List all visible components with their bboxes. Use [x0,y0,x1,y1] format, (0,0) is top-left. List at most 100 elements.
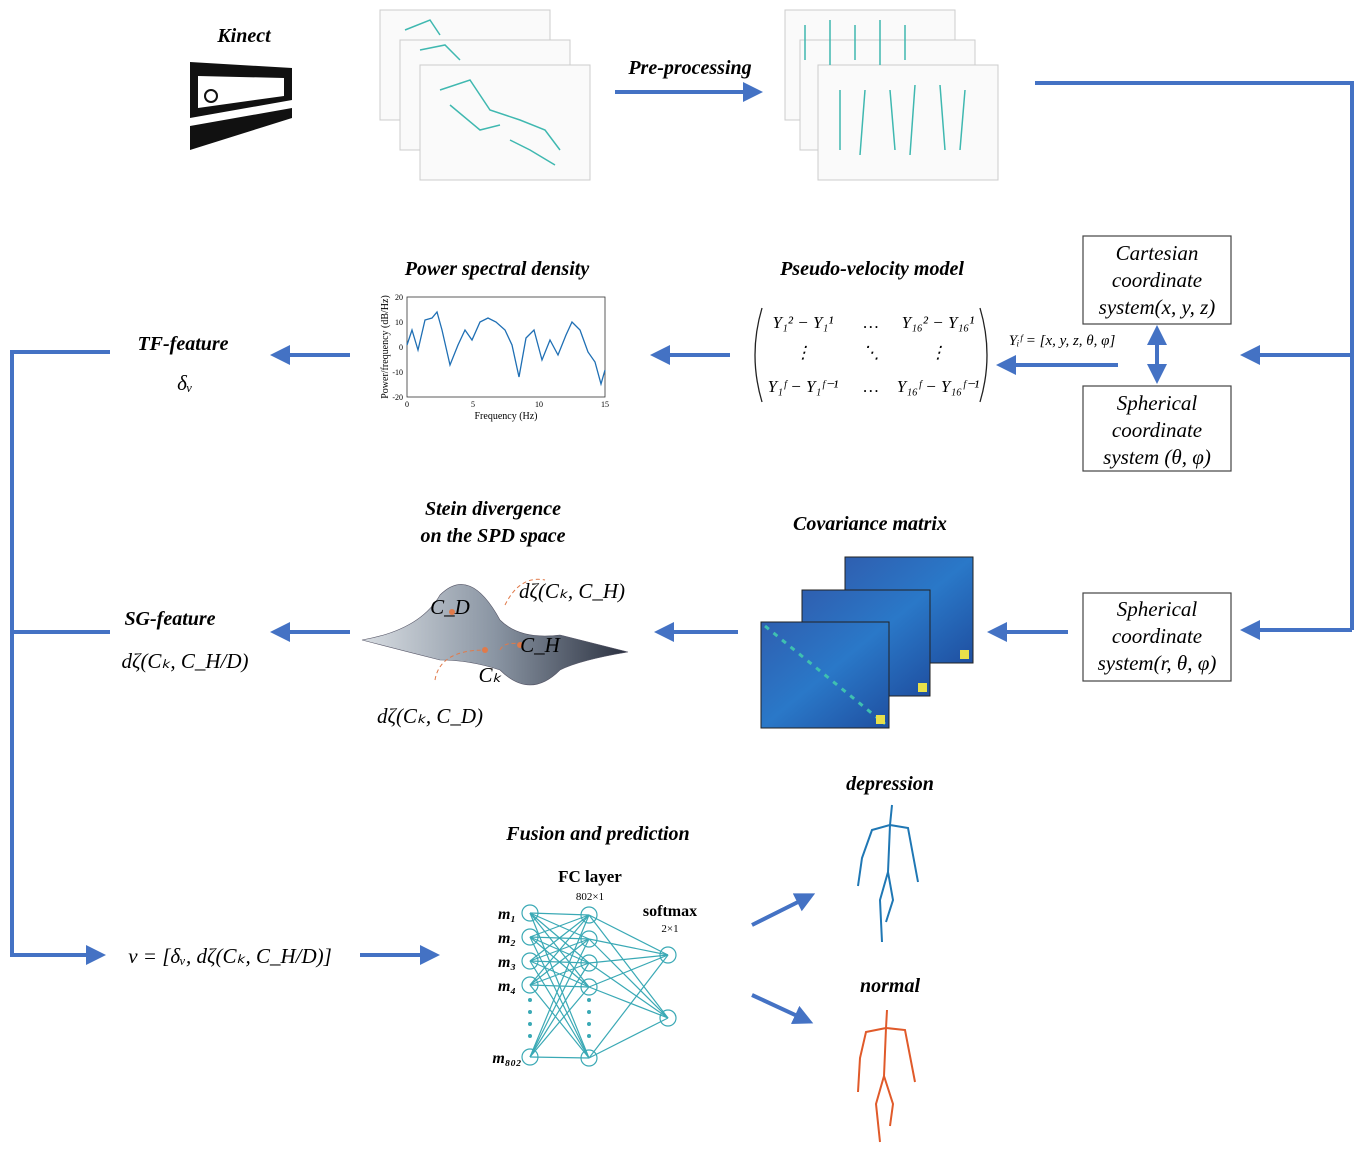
matrix-cell: Y₁² − Y₁¹ [773,313,834,332]
covariance-title: Covariance matrix [793,513,947,535]
spd-surface [361,578,629,686]
c-h: C_H [520,633,562,657]
dot [528,1034,532,1038]
node [521,1048,539,1066]
edge [588,914,669,956]
dot [528,998,532,1002]
c-d: C_D [430,595,470,619]
depression-label: depression [846,773,934,795]
edge [588,962,669,1019]
psd-xtick: 5 [471,400,475,409]
cartesian-box [1082,235,1232,325]
edge [529,938,590,986]
edge [588,954,669,964]
psd-ytick: 20 [395,293,403,302]
dot [587,1010,591,1014]
node [659,1009,677,1027]
raw-skeleton-plots [379,9,591,181]
edge [529,914,590,986]
edge [588,1017,669,1059]
matrix-cell: ⋮ [930,343,947,362]
matrix: Y₁² − Y₁¹ … Y₁₆² − Y₁₆¹ ⋮ ⋱ ⋮ Y₁ᶠ − Y₁ᶠ⁻¹ … Y₁₆ᶠ… [768,313,980,396]
node [521,928,539,946]
fc-label: FC layer [558,867,622,886]
input-label: m₃ [498,954,516,971]
node [580,954,598,972]
c-k: Cₖ [479,663,503,687]
input-label: m₄ [498,978,516,995]
edge [529,938,590,1058]
normal-skeleton [857,1009,916,1143]
psd-xtick: 10 [535,400,543,409]
psd-ylabel: Power/frequency (dB/Hz) [380,295,391,399]
edge [588,954,669,1059]
dot [587,1022,591,1026]
box-text: coordinate [1112,418,1202,442]
psd-ytick: 0 [399,343,403,352]
edge [529,986,590,1058]
input-label: m₂ [498,930,516,947]
edge [588,938,669,1019]
dot [528,1010,532,1014]
tf-feature-label: TF-feature [137,333,228,355]
equation: Yᵢᶠ = [x, y, z, θ, φ] [1009,333,1116,349]
d-h: dζ(Cₖ, C_H) [519,579,625,603]
depression-skeleton [857,804,919,943]
edge [529,914,590,962]
dot [587,998,591,1002]
edge [529,962,590,1058]
node [580,978,598,996]
node [580,906,598,924]
softmax-size: 2×1 [661,923,678,935]
edge [529,962,590,986]
edge [588,986,669,1019]
softmax-label: softmax [643,903,697,920]
spherical-box [1082,592,1232,682]
kinect-label: Kinect [216,25,272,47]
matrix-brackets [754,307,988,403]
d-d: dζ(Cₖ, C_D) [377,704,483,728]
psd-ytick: -20 [392,393,403,402]
sg-feature-label: SG-feature [124,608,215,630]
matrix-cell: Y₁ᶠ − Y₁ᶠ⁻¹ [768,377,839,396]
edge [529,912,590,916]
matrix-cell: ⋮ [795,343,812,362]
pseudo-velocity-title: Pseudo-velocity model [779,258,964,280]
box-text: coordinate [1112,268,1202,292]
stein-title: on the SPD space [421,525,566,547]
edge [588,938,669,956]
kinect-icon [190,62,292,150]
psd-ytick: 10 [395,318,403,327]
matrix-cell: Y₁₆ᶠ − Y₁₆ᶠ⁻¹ [897,377,980,396]
box-text: Spherical [1117,391,1198,415]
box-text: Spherical [1117,597,1198,621]
preprocessing-label: Pre-processing [627,57,751,79]
matrix-cell: … [863,313,878,332]
psd-ytick: -10 [392,368,403,377]
covariance-matrices [760,556,974,729]
connector [10,350,110,965]
node [659,946,677,964]
stein-title: Stein divergence [425,498,561,520]
edge [588,954,669,988]
psd-xtick: 0 [405,400,409,409]
input-label: m₁ [498,906,516,923]
box-text: coordinate [1112,624,1202,648]
matrix-cell: ⋱ [863,343,880,362]
input-label: m₈₀₂ [492,1050,521,1067]
node [521,976,539,994]
box-text: Cartesian [1116,241,1199,265]
tf-feature-symbol: δᵥ [177,371,193,395]
fc-size: 802×1 [576,891,604,903]
connector [1035,81,1354,630]
node [580,930,598,948]
arrow [751,993,814,1025]
box-text: system(r, θ, φ) [1098,651,1217,675]
psd-title: Power spectral density [404,258,590,280]
fusion-vector: ν = [δᵥ, dζ(Cₖ, C_H/D)] [128,944,332,968]
sg-feature-symbol: dζ(Cₖ, C_H/D) [121,649,248,673]
node [580,1049,598,1067]
